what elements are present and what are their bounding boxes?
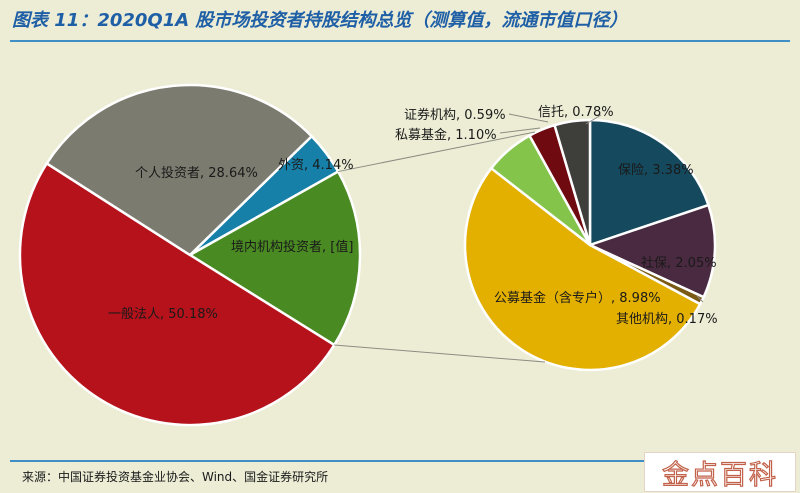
leader-line-0 xyxy=(499,127,541,134)
leader-line-3 xyxy=(696,295,704,303)
connector-line-0 xyxy=(338,131,536,173)
detail-pie-label-2: 其他机构, 0.17% xyxy=(616,312,718,327)
detail-pie-label-5: 证券机构, 0.59% xyxy=(404,107,506,123)
main-pie-slice-2 xyxy=(18,162,336,427)
main-pie-slice-3 xyxy=(45,83,313,257)
leader-line-2 xyxy=(585,114,602,125)
main-pie-label-2: 一般法人, 50.18% xyxy=(108,306,218,322)
chart-title: 图表 11：2020Q1A 股市场投资者持股结构总览（测算值，流通市值口径） xyxy=(12,10,628,31)
detail-pie-label-0: 保险, 3.38% xyxy=(618,163,694,178)
detail-pie-label-6: 信托, 0.78% xyxy=(538,105,614,120)
leader-line-1 xyxy=(508,113,549,123)
title-rule xyxy=(10,40,790,42)
detail-pie-label-3: 公募基金（含专户）, 8.98% xyxy=(494,290,661,306)
main-pie-label-1: 境内机构投资者, [值] xyxy=(231,239,353,255)
main-pie-slice-1 xyxy=(188,170,362,347)
main-pie-label-3: 个人投资者, 28.64% xyxy=(135,165,258,181)
connector-line-1 xyxy=(334,344,546,363)
detail-pie-label-1: 社保, 2.05% xyxy=(641,255,717,271)
watermark-logo: 金点百科 xyxy=(644,452,796,492)
source-rule xyxy=(10,460,790,462)
source-note: 来源：中国证券投资基金业协会、Wind、国金证券研究所 xyxy=(22,470,329,484)
main-pie-label-0: 外资, 4.14% xyxy=(278,158,354,173)
detail-pie-label-4: 私募基金, 1.10% xyxy=(395,127,497,143)
detail-pie-slice-3 xyxy=(463,167,702,372)
detail-pie-slice-6 xyxy=(553,118,592,247)
detail-pie-slice-1 xyxy=(588,203,717,299)
